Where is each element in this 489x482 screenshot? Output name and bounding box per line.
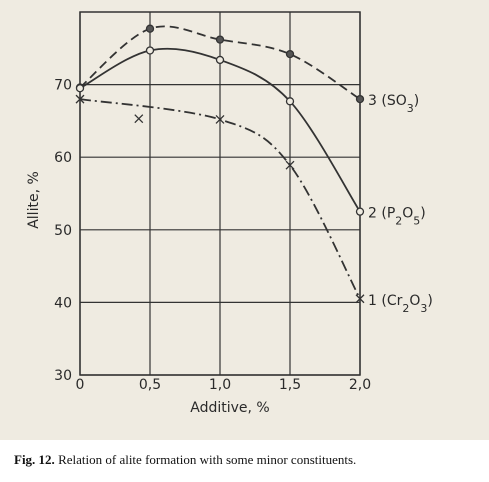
point [215,55,225,65]
series-label-part: 2 [402,301,409,314]
series-label-part: 3 [407,102,414,115]
point [134,114,144,124]
point [355,294,365,304]
series-label-part: O [402,206,413,222]
series-label: 2 (P2O5) [368,206,426,228]
series-label-part: 2 [395,214,402,227]
x-tick-label: 2,0 [349,377,371,393]
point [145,24,155,33]
x-tick-label: 0 [76,377,85,393]
y-tick-label: 50 [54,223,72,239]
series-label-part: O [409,293,420,309]
caption-text: Relation of alite formation with some mi… [58,452,356,467]
point [145,46,155,55]
x-tick-label: 1,0 [209,377,231,393]
series-label: 1 (Cr2O3) [368,293,433,315]
point [355,94,365,104]
point [285,97,295,106]
series-label: 3 (SO3) [368,93,419,115]
point [355,207,365,216]
series-label-part: 1 (Cr [368,293,403,309]
point [215,35,225,44]
series-label-part: 2 (P [368,206,395,222]
series-label-part: 3 (SO [368,93,407,109]
x-tick-label: 1,5 [279,377,301,393]
point [285,160,295,170]
caption-label: Fig. 12. [14,452,55,467]
y-tick-label: 70 [54,78,72,94]
point [285,49,295,59]
y-axis-label: Allite, % [26,171,42,229]
series-line [79,25,361,100]
point [75,84,85,93]
series-label-part: ) [414,93,419,109]
series-label-part: 3 [420,301,427,314]
x-axis-label: Additive, % [190,400,269,416]
x-tick-label: 0,5 [139,377,161,393]
scan-background [0,0,489,440]
series-label-part: ) [427,293,432,309]
caption: Fig. 12. Relation of alite formation wit… [14,452,356,467]
y-tick-label: 30 [54,368,72,384]
series-label-part: 5 [413,214,420,227]
point [75,94,85,104]
point [215,114,225,124]
series-line [79,98,361,300]
y-tick-label: 40 [54,295,72,311]
series-label-part: ) [420,206,425,222]
y-tick-label: 60 [54,150,72,166]
